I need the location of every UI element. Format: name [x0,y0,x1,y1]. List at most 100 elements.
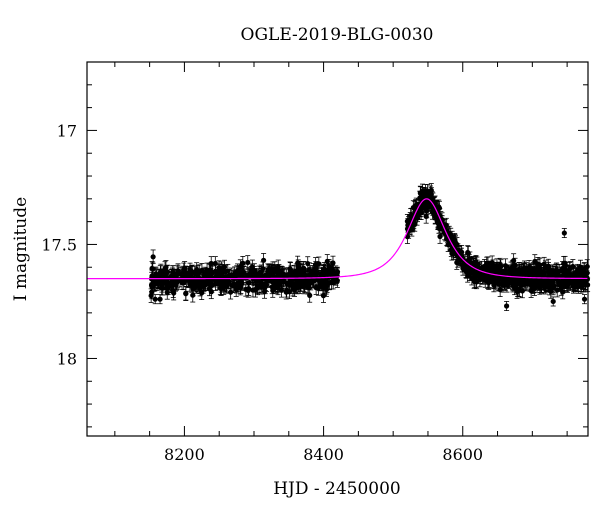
data-point [554,287,560,293]
data-point [239,272,245,278]
x-tick-label: 8200 [164,445,205,464]
data-point [421,195,427,202]
data-point [190,292,196,298]
data-point [148,293,154,299]
data-point [297,284,303,290]
data-point [173,280,180,286]
data-point [164,289,170,295]
data-point [489,273,495,280]
data-point [224,282,230,288]
x-tick-label: 8400 [303,445,344,464]
data-point [334,277,340,284]
data-point [273,280,279,286]
data-point [178,271,184,277]
data-point [157,296,163,302]
data-point [253,274,259,281]
data-point [270,266,276,272]
data-point [542,284,548,290]
data-point [278,287,285,293]
data-point [278,272,284,278]
data-point [528,267,534,274]
data-point [197,269,203,275]
data-point [208,289,214,295]
data-point [240,260,246,266]
data-point [510,282,516,288]
data-point [246,285,252,292]
data-point [324,258,330,265]
y-tick-label: 18 [57,349,77,368]
y-tick-label: 17 [57,121,77,140]
data-point [564,281,570,288]
data-point [417,210,423,216]
data-point [159,282,165,288]
data-point [437,233,443,240]
data-point [413,202,419,208]
data-point [449,235,455,241]
data-point [258,282,264,289]
data-point [313,261,319,268]
data-point [269,272,275,278]
data-point [274,270,280,276]
data-point [409,212,415,218]
data-point [254,284,260,290]
data-point [486,280,492,286]
data-point [152,296,158,302]
axis-ticks [87,61,588,436]
data-point [288,278,294,284]
data-point [424,208,430,214]
data-point [296,272,303,279]
data-point [261,257,267,263]
data-point [150,254,156,260]
data-point [538,271,544,277]
data-points [148,183,591,311]
data-point [221,264,228,270]
data-point [334,269,341,275]
data-point [208,260,214,267]
data-point [581,269,587,276]
data-point [157,269,163,276]
data-point [465,250,471,256]
data-point [561,270,567,276]
data-point [201,281,207,288]
data-point [201,272,207,278]
data-point [149,283,155,290]
data-point [307,292,313,298]
data-point [518,268,524,274]
data-point [302,278,308,284]
x-tick-label: 8600 [442,445,483,464]
data-point [505,269,512,275]
data-point [581,296,588,302]
data-point [320,284,326,290]
data-point [503,275,509,282]
data-point [263,272,269,278]
data-point [497,287,503,293]
data-point [494,263,500,269]
data-point [187,267,193,273]
data-point [550,298,556,305]
data-point [269,284,275,290]
data-point [163,264,169,270]
data-point [477,274,483,280]
model-curve [87,198,588,280]
data-point [548,279,554,285]
data-point [517,287,523,293]
tick-labels: 8200 8400 8600 17 17.5 18 [41,121,483,464]
data-point [530,274,537,280]
data-point [187,281,193,287]
data-point [561,230,567,236]
data-point [290,284,296,290]
data-point [229,282,235,289]
data-point [283,289,289,295]
data-point [149,273,155,279]
data-point [212,260,218,267]
data-point [171,273,177,279]
data-point [503,303,510,309]
data-point [250,287,256,293]
data-point [328,279,335,285]
data-point [567,266,573,272]
x-axis-label: HJD - 2450000 [273,479,401,499]
data-point [196,278,202,284]
y-tick-label: 17.5 [41,235,77,254]
data-point [183,291,189,297]
